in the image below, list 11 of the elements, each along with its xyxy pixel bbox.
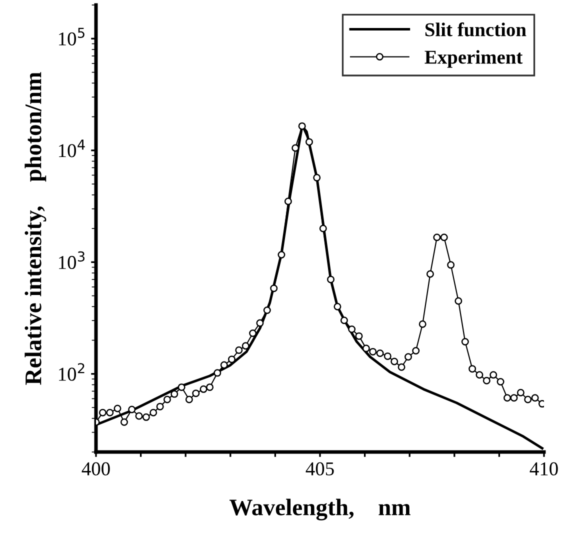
- x-tick-label: 410: [530, 462, 558, 476]
- legend-label: Slit function: [425, 22, 526, 36]
- y-axis-title: Relative intensity, photon/nm: [24, 72, 46, 385]
- y-tick-label: 10$^{3}$: [59, 251, 85, 270]
- y-tick-label: 10$^{5}$: [59, 28, 84, 46]
- x-tick-label: 400: [82, 462, 110, 476]
- y-tick-label: 10$^{4}$: [59, 140, 85, 158]
- x-tick-label: 405: [306, 462, 334, 476]
- x-axis-title: Wavelength, nm: [229, 498, 410, 520]
- legend-label: Experiment: [424, 50, 523, 68]
- y-tick-label: 10$^{2}$: [59, 363, 84, 381]
